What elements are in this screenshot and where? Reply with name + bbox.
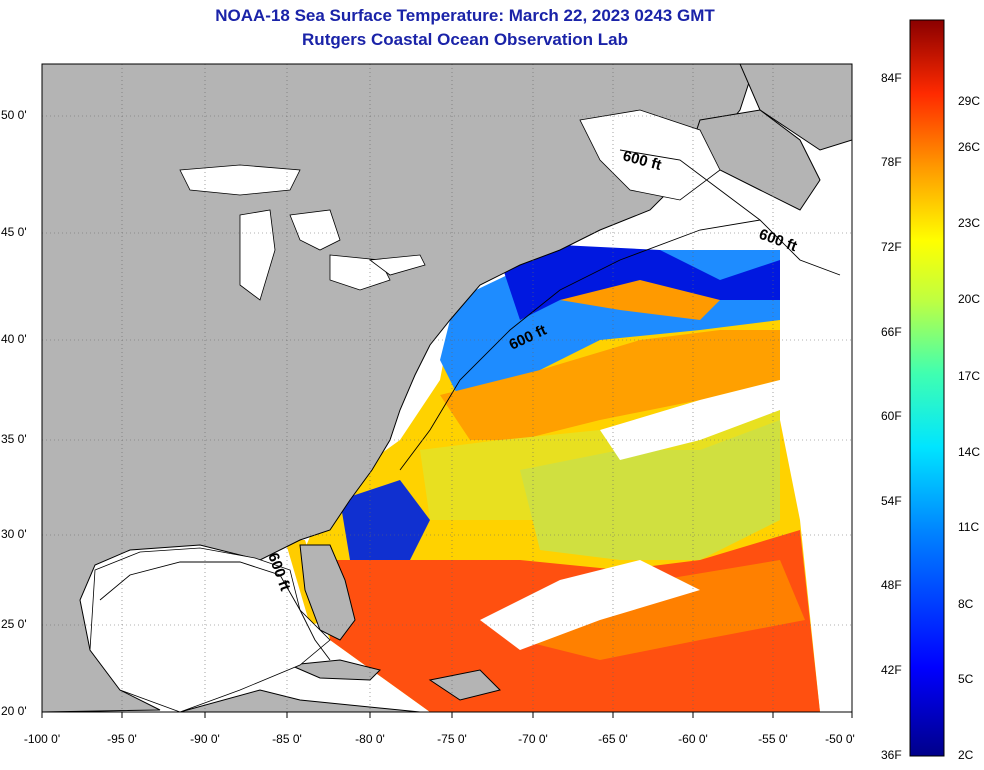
colorbar-label-8c: 8C — [958, 597, 974, 611]
lat-label-35: 35 0' — [1, 432, 27, 446]
land — [42, 64, 852, 712]
colorbar-label-78f: 78F — [881, 155, 902, 169]
lat-label-25: 25 0' — [1, 617, 27, 631]
lon-label-100: -100 0' — [23, 732, 61, 746]
lon-label-95: -95 0' — [107, 732, 137, 746]
axis-ticks — [41, 712, 853, 718]
lon-label-70: -70 0' — [518, 732, 548, 746]
colorbar-label-26c: 26C — [958, 140, 981, 154]
colorbar-label-72f: 72F — [881, 240, 902, 254]
depth-contour-600ft — [99, 149, 841, 661]
map-subtitle: Rutgers Coastal Ocean Observation Lab — [302, 30, 628, 49]
lon-label-80: -80 0' — [355, 732, 385, 746]
lon-label-90: -90 0' — [190, 732, 220, 746]
colorbar-label-66f: 66F — [881, 325, 902, 339]
colorbar-label-23c: 23C — [958, 216, 981, 230]
lon-label-65: -65 0' — [598, 732, 628, 746]
lat-label-30: 30 0' — [1, 527, 27, 541]
lat-label-20: 20 0' — [1, 704, 27, 718]
colorbar-label-14c: 14C — [958, 445, 981, 459]
map-frame — [41, 63, 853, 713]
colorbar-label-54f: 54F — [881, 494, 902, 508]
colorbar-label-36f: 36F — [881, 748, 902, 762]
graticule — [42, 64, 852, 712]
lon-label-85: -85 0' — [272, 732, 302, 746]
colorbar-label-5c: 5C — [958, 672, 974, 686]
lon-label-50: -50 0' — [825, 732, 855, 746]
colorbar — [909, 19, 945, 757]
gulf-of-mexico — [89, 547, 331, 712]
colorbar-label-20c: 20C — [958, 292, 981, 306]
colorbar-label-11c: 11C — [958, 520, 980, 534]
lon-label-55: -55 0' — [758, 732, 788, 746]
lat-label-40: 40 0' — [1, 332, 27, 346]
colorbar-label-42f: 42F — [881, 663, 902, 677]
lon-label-75: -75 0' — [437, 732, 467, 746]
lat-label-45: 45 0' — [1, 225, 27, 239]
colorbar-label-2c: 2C — [958, 748, 974, 762]
map-title: NOAA-18 Sea Surface Temperature: March 2… — [215, 6, 715, 25]
lon-label-60: -60 0' — [678, 732, 708, 746]
colorbar-label-60f: 60F — [881, 409, 902, 423]
colorbar-label-17c: 17C — [958, 369, 981, 383]
colorbar-label-48f: 48F — [881, 578, 902, 592]
lat-label-50: 50 0' — [1, 108, 27, 122]
colorbar-label-84f: 84F — [881, 71, 902, 85]
colorbar-label-29c: 29C — [958, 94, 981, 108]
sst-swath — [285, 245, 820, 712]
